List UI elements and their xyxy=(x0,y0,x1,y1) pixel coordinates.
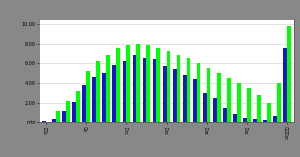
Bar xyxy=(233,114,237,122)
Bar xyxy=(193,79,196,122)
Bar xyxy=(263,120,267,122)
Bar xyxy=(76,91,80,122)
Bar xyxy=(257,95,261,122)
Bar xyxy=(173,69,176,122)
Bar xyxy=(267,103,271,122)
Bar xyxy=(207,68,211,122)
Bar xyxy=(203,93,207,122)
Bar xyxy=(136,43,140,122)
Bar xyxy=(92,77,96,122)
Bar xyxy=(146,46,150,122)
Bar xyxy=(133,55,136,122)
Bar xyxy=(217,73,220,122)
Bar xyxy=(62,111,66,122)
Bar xyxy=(223,108,227,122)
Bar xyxy=(187,58,190,122)
Bar xyxy=(112,65,116,122)
Bar xyxy=(106,55,110,122)
Bar xyxy=(82,85,86,122)
Bar xyxy=(277,83,281,122)
Bar xyxy=(176,55,180,122)
Bar xyxy=(183,75,187,122)
Bar xyxy=(227,78,231,122)
Bar xyxy=(163,66,167,122)
Bar xyxy=(66,101,70,122)
Bar xyxy=(122,61,126,122)
Bar xyxy=(283,49,287,122)
Bar xyxy=(52,119,56,122)
Bar xyxy=(157,49,160,122)
Bar xyxy=(247,88,250,122)
Bar xyxy=(287,26,291,122)
Bar xyxy=(196,63,200,122)
Bar xyxy=(142,58,146,122)
Bar xyxy=(253,119,257,122)
Bar xyxy=(72,102,76,122)
Bar xyxy=(102,73,106,122)
Bar xyxy=(167,51,170,122)
Bar xyxy=(243,118,247,122)
Bar xyxy=(213,98,217,122)
Bar xyxy=(126,46,130,122)
Bar xyxy=(116,49,120,122)
Bar xyxy=(153,59,157,122)
Bar xyxy=(86,71,90,122)
Bar xyxy=(96,61,100,122)
Bar xyxy=(237,83,241,122)
Bar xyxy=(273,116,277,122)
Bar xyxy=(56,111,60,122)
